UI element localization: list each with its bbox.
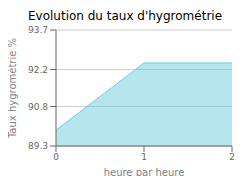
html-text:Evolution du taux d'hygrométri: Evolution du taux d'hygrométrie [28, 9, 222, 23]
svg-text:92.2: 92.2 [28, 65, 48, 75]
svg-text:Taux hygrométrie %: Taux hygrométrie % [8, 38, 18, 139]
svg-text:0: 0 [53, 152, 59, 162]
svg-text:1: 1 [141, 152, 147, 162]
svg-text:89.3: 89.3 [28, 141, 48, 151]
svg-text:2: 2 [229, 152, 235, 162]
svg-text:heure par heure: heure par heure [104, 167, 185, 176]
svg-text:93.7: 93.7 [28, 25, 48, 35]
svg-text:90.8: 90.8 [28, 102, 48, 112]
